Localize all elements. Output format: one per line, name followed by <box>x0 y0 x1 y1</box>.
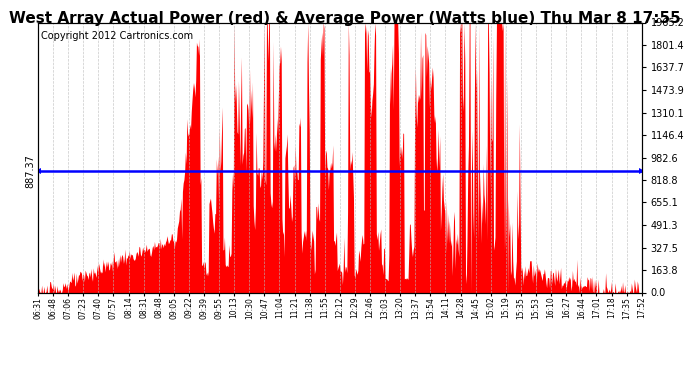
Text: 887.37: 887.37 <box>25 154 35 188</box>
Text: Copyright 2012 Cartronics.com: Copyright 2012 Cartronics.com <box>41 31 193 40</box>
Text: West Array Actual Power (red) & Average Power (Watts blue) Thu Mar 8 17:55: West Array Actual Power (red) & Average … <box>9 11 681 26</box>
